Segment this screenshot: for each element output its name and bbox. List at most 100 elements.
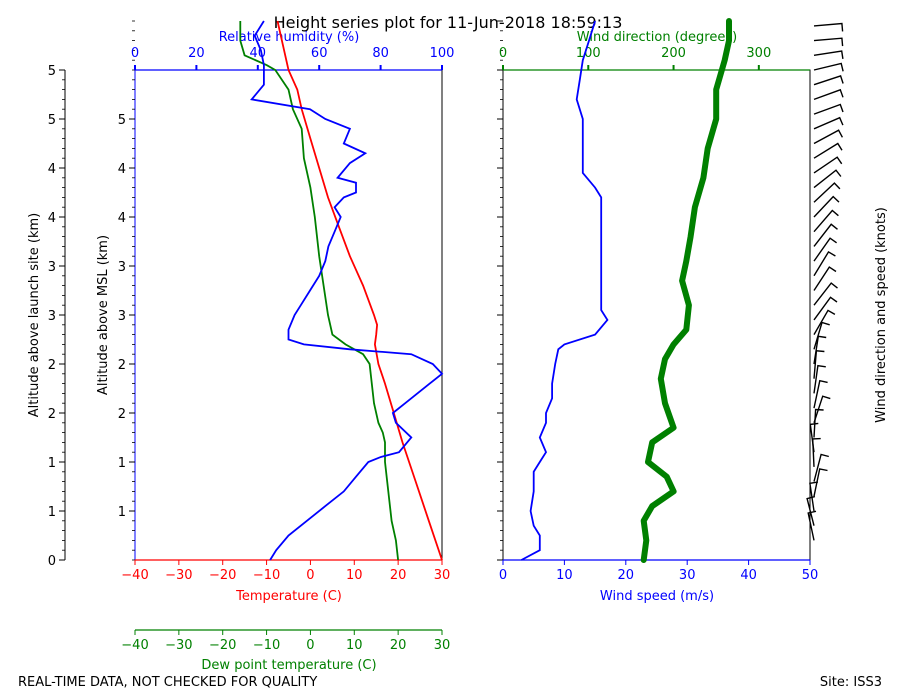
msl-tick-label: 1	[118, 505, 126, 520]
temperature-tick-label: 30	[434, 568, 451, 583]
dewpoint-line	[239, 21, 399, 561]
thermo-panel: 0 1 1 2 2 3 3 4 4 5 5 1 1 2 2 3 3 4 4 5 −40 −30 −20 −10 0 10 20 3…	[27, 20, 455, 673]
temperature-tick-label: 10	[346, 568, 363, 583]
dewpoint-tick-label: 20	[390, 638, 407, 653]
wind-barb	[813, 182, 841, 203]
dewpoint-tick-label: −20	[209, 638, 236, 653]
chart-title: Height series plot for 11-Jun-2018 18:59…	[274, 13, 623, 32]
barb-axis-label: Wind direction and speed (knots)	[874, 207, 889, 423]
wind-barb	[813, 321, 830, 350]
msl-axis-label: Altitude above MSL (km)	[96, 235, 111, 395]
wind-barb	[813, 237, 838, 262]
footer-disclaimer: REAL-TIME DATA, NOT CHECKED FOR QUALITY	[18, 675, 317, 690]
temperature-tick-label: 0	[306, 568, 314, 583]
wind-barb	[807, 510, 817, 541]
dewpoint-tick-label: −40	[121, 638, 148, 653]
wind-barb	[813, 223, 838, 247]
temperature-axis-label: Temperature (C)	[235, 589, 342, 604]
temperature-line	[276, 20, 443, 561]
wind-barb	[813, 408, 824, 438]
wind-speed-tick-label: 20	[618, 568, 635, 583]
humidity-tick-label: 20	[188, 46, 205, 61]
wind-direction-line	[640, 18, 732, 563]
wind-barb	[813, 75, 844, 86]
wind-barb	[813, 142, 843, 159]
humidity-line	[250, 20, 444, 561]
humidity-tick-label: 0	[131, 46, 139, 61]
footer-site: Site: ISS3	[820, 675, 882, 690]
launch-tick-label: 0	[48, 554, 56, 569]
dewpoint-tick-label: 30	[434, 638, 451, 653]
wind-barb	[809, 422, 819, 453]
launch-tick-label: 1	[48, 505, 56, 520]
wind-barb	[809, 481, 819, 512]
wind-plot-area	[502, 69, 811, 561]
wind-barb	[813, 468, 828, 497]
wind-barb	[813, 266, 837, 291]
wind-speed-tick-label: 10	[556, 568, 573, 583]
dewpoint-tick-label: −30	[165, 638, 192, 653]
dewpoint-tick-label: −10	[253, 638, 280, 653]
wind-direction-tick-label: 200	[661, 46, 686, 61]
wind-barbs	[806, 22, 844, 541]
humidity-tick-label: 60	[311, 46, 328, 61]
wind-barb	[813, 296, 838, 321]
wind-barb	[813, 169, 842, 189]
msl-tick-label: 4	[118, 211, 126, 226]
wind-barb	[813, 156, 843, 174]
wind-speed-line	[520, 20, 609, 561]
wind-panel: 0 10 20 30 40 50 0 100 200 300 Wind speed (m/s) …	[497, 18, 889, 604]
wind-direction-tick-label: 0	[499, 46, 507, 61]
launch-axis-label: Altitude above launch site (km)	[27, 213, 42, 417]
wind-barb	[813, 88, 844, 101]
msl-tick-label: 2	[118, 358, 126, 373]
wind-direction-tick-label: 100	[576, 46, 601, 61]
launch-tick-label: 2	[48, 358, 56, 373]
wind-barb	[813, 379, 828, 409]
launch-tick-label: 5	[48, 113, 56, 128]
wind-barb	[813, 37, 844, 47]
wind-speed-tick-label: 0	[499, 568, 507, 583]
wind-barb	[813, 129, 844, 145]
wind-barb	[813, 209, 839, 233]
msl-tick-label: 1	[118, 456, 126, 471]
temperature-tick-label: −10	[253, 568, 280, 583]
humidity-axis-label: Relative humidity (%)	[219, 30, 360, 45]
wind-barb	[813, 453, 829, 482]
launch-tick-label: 4	[48, 162, 56, 177]
msl-tick-label: 3	[118, 260, 126, 275]
wind-barb	[813, 309, 836, 335]
thermo-plot-area	[134, 69, 443, 561]
launch-tick-label: 5	[48, 64, 56, 79]
wind-direction-axis-label: Wind direction (degrees)	[577, 30, 737, 45]
msl-tick-label: 2	[118, 407, 126, 422]
dewpoint-axis-label: Dew point temperature (C)	[201, 658, 376, 673]
humidity-tick-label: 100	[430, 46, 455, 61]
wind-speed-tick-label: 30	[679, 568, 696, 583]
wind-speed-tick-label: 40	[740, 568, 757, 583]
humidity-tick-label: 80	[372, 46, 389, 61]
temperature-tick-label: −40	[121, 568, 148, 583]
wind-barb	[813, 395, 831, 424]
wind-barb	[813, 116, 844, 130]
msl-tick-label: 3	[118, 309, 126, 324]
launch-tick-label: 2	[48, 407, 56, 422]
dewpoint-tick-label: 10	[346, 638, 363, 653]
wind-barb	[813, 195, 840, 218]
wind-speed-axis-label: Wind speed (m/s)	[600, 589, 714, 604]
msl-tick-label: 5	[118, 113, 126, 128]
wind-barb	[813, 50, 844, 60]
wind-barb	[813, 282, 838, 306]
temperature-tick-label: −20	[209, 568, 236, 583]
msl-tick-label: 4	[118, 162, 126, 177]
launch-tick-label: 3	[48, 260, 56, 275]
wind-barb	[813, 62, 844, 72]
wind-speed-tick-label: 50	[802, 568, 819, 583]
wind-direction-tick-label: 300	[746, 46, 771, 61]
wind-barb	[813, 364, 826, 394]
temperature-tick-label: 20	[390, 568, 407, 583]
launch-tick-label: 4	[48, 211, 56, 226]
dewpoint-tick-label: 0	[306, 638, 314, 653]
wind-barb	[813, 103, 844, 115]
